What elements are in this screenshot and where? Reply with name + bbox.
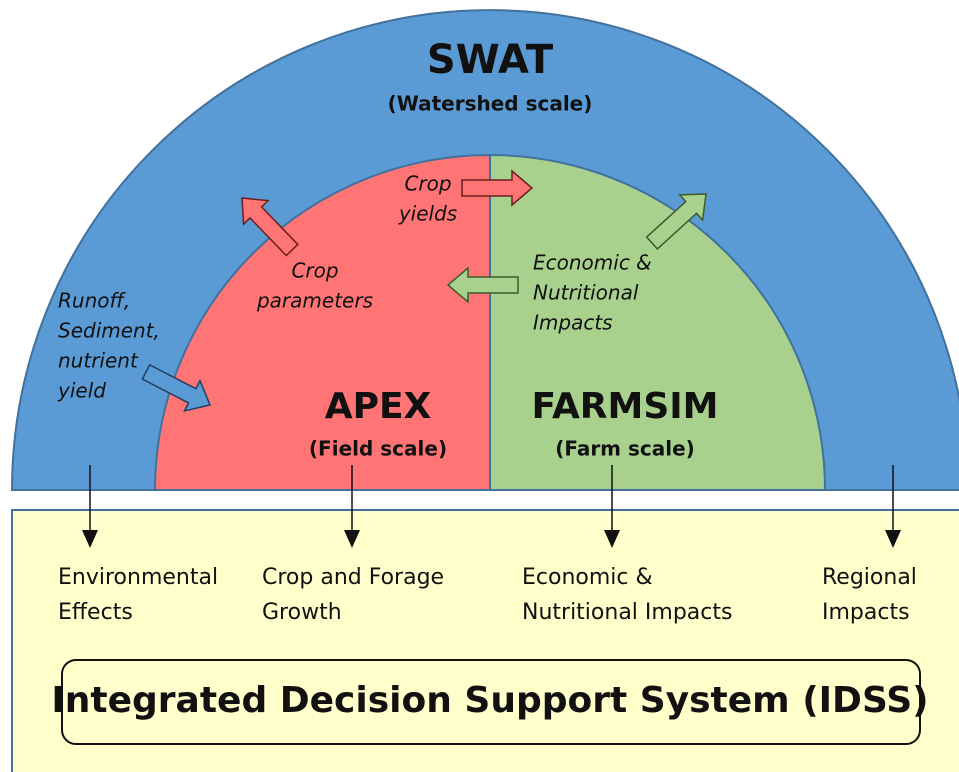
output-label: Crop and Forage — [262, 565, 444, 590]
output-label: Economic & — [522, 565, 653, 590]
flow-label: yield — [57, 379, 106, 403]
down-arrow-head — [344, 530, 360, 548]
idss-box — [61, 659, 921, 745]
farmsim-title: FARMSIM — [531, 386, 718, 427]
flow-label: Crop — [404, 172, 451, 196]
flow-arrow — [141, 363, 212, 413]
apex-region — [153, 153, 491, 491]
swat-subtitle: (Watershed scale) — [388, 92, 593, 116]
flow-arrow — [446, 266, 519, 304]
farmsim-subtitle: (Farm scale) — [555, 437, 695, 461]
flow-label: Impacts — [533, 311, 613, 335]
flow-label: parameters — [256, 289, 373, 313]
output-label: Effects — [58, 600, 133, 625]
apex-subtitle: (Field scale) — [309, 437, 447, 461]
output-label: Impacts — [822, 600, 910, 625]
output-label: Growth — [262, 600, 342, 625]
down-arrow-head — [82, 530, 98, 548]
flow-arrow — [461, 169, 534, 207]
down-arrow-head — [604, 530, 620, 548]
flow-label: Sediment, — [58, 319, 160, 343]
down-arrow-head — [885, 530, 901, 548]
farmsim-region — [489, 153, 827, 491]
output-label: Nutritional Impacts — [522, 600, 732, 625]
flow-label: Nutritional — [533, 281, 639, 305]
flow-label: Crop — [291, 259, 338, 283]
flow-label: yields — [398, 202, 457, 226]
flow-label: nutrient — [58, 349, 139, 373]
output-label: Regional — [822, 565, 917, 590]
apex-title: APEX — [325, 386, 432, 427]
flow-label: Runoff, — [58, 289, 130, 313]
flow-arrow — [645, 193, 707, 250]
flow-arrow — [241, 197, 299, 257]
output-label: Environmental — [58, 565, 218, 590]
footer: Integrated Decision Support System (IDSS… — [51, 680, 928, 721]
swat-title: SWAT — [427, 37, 554, 83]
flow-label: Economic & — [533, 251, 652, 275]
